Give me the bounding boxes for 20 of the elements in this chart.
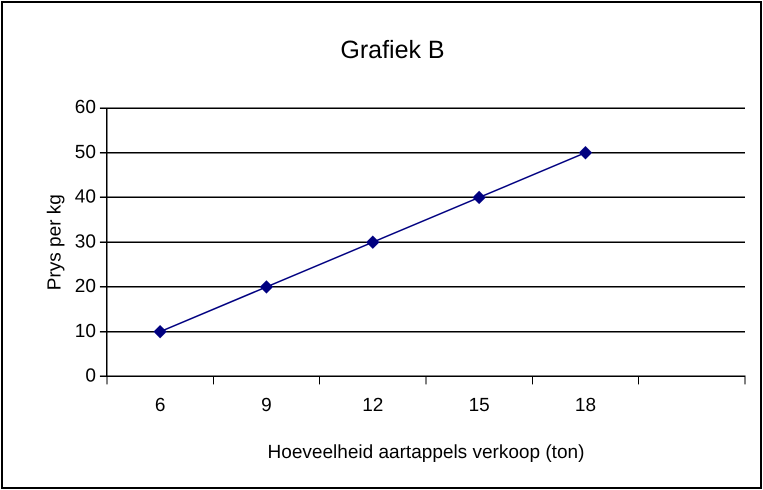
point [260, 280, 273, 294]
point [366, 236, 380, 249]
x-tick-label: 15 [468, 395, 490, 416]
y-tick-label: 50 [74, 142, 96, 163]
point [578, 146, 592, 160]
y-tick-label: 60 [74, 97, 96, 118]
y-tick-label: 20 [74, 276, 96, 298]
point [154, 325, 167, 338]
y-tick-label: 40 [74, 186, 96, 208]
x-tick-label: 6 [154, 395, 166, 416]
point [472, 190, 486, 204]
x-tick-label: 18 [574, 395, 596, 416]
x-tick-label: 9 [261, 395, 272, 416]
chart-title: Grafiek B [340, 36, 445, 64]
y-tick-label: 0 [85, 366, 96, 387]
x-axis-title: Hoeveelheid aartappels verkoop (ton) [268, 442, 584, 463]
y-tick-label: 30 [74, 231, 96, 252]
y-axis-title: Prys per kg [44, 194, 66, 290]
x-tick-label: 12 [362, 395, 384, 416]
y-tick-label: 10 [74, 320, 96, 342]
